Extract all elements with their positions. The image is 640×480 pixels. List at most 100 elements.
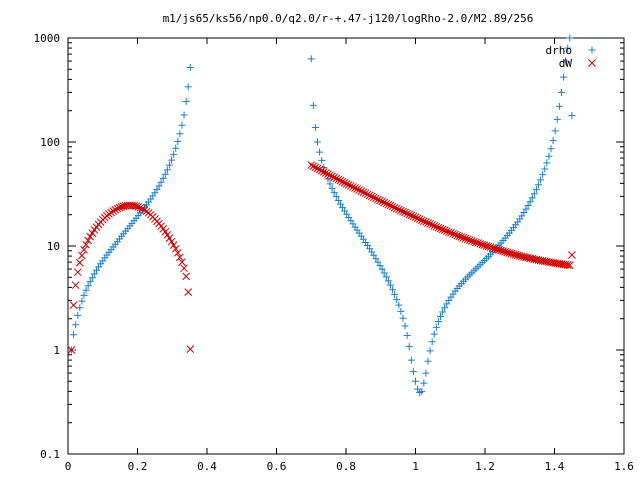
data-point xyxy=(436,224,445,233)
data-point xyxy=(165,161,173,169)
data-point xyxy=(432,222,441,231)
data-point xyxy=(174,138,182,146)
data-point xyxy=(167,237,176,246)
y-tick-label: 1000 xyxy=(34,32,61,45)
data-point xyxy=(376,196,384,205)
data-point xyxy=(134,202,143,211)
data-point xyxy=(397,307,405,315)
x-tick-label: 0.8 xyxy=(336,460,356,473)
data-point xyxy=(459,233,468,242)
data-point xyxy=(391,290,399,298)
data-point xyxy=(67,346,76,354)
data-point xyxy=(311,163,320,172)
y-tick-label: 10 xyxy=(47,240,60,253)
data-point xyxy=(168,156,176,164)
data-point xyxy=(182,272,191,281)
data-point xyxy=(465,236,474,244)
data-point xyxy=(71,281,80,290)
data-point xyxy=(330,189,338,197)
legend-marker xyxy=(588,59,596,67)
data-point xyxy=(380,198,389,207)
data-point xyxy=(349,183,357,191)
data-point xyxy=(86,232,95,241)
data-point xyxy=(420,379,428,387)
data-point xyxy=(75,258,84,267)
data-point xyxy=(382,273,390,281)
data-point xyxy=(560,73,568,81)
data-point xyxy=(403,209,412,218)
data-point xyxy=(553,115,561,123)
data-point xyxy=(565,261,574,270)
data-point xyxy=(537,176,545,184)
data-point xyxy=(547,145,555,153)
data-point xyxy=(415,215,424,224)
data-point xyxy=(417,216,426,225)
data-point xyxy=(457,233,466,241)
data-point xyxy=(455,232,464,241)
data-point xyxy=(499,247,507,256)
x-tick-label: 1.6 xyxy=(614,460,634,473)
data-point xyxy=(445,228,453,236)
data-point xyxy=(439,308,447,316)
data-point xyxy=(470,237,478,246)
data-point xyxy=(413,214,422,223)
series-dW xyxy=(67,161,576,354)
data-point xyxy=(528,194,536,202)
data-point xyxy=(76,304,84,312)
data-point xyxy=(314,138,322,146)
data-point xyxy=(82,240,90,249)
data-point xyxy=(347,182,355,190)
data-point xyxy=(170,150,178,158)
data-point xyxy=(405,210,414,219)
x-tick-label: 1 xyxy=(412,460,419,473)
data-point xyxy=(503,248,512,257)
data-point xyxy=(562,57,570,65)
data-point xyxy=(530,190,538,198)
data-point xyxy=(390,203,399,212)
data-point xyxy=(115,203,124,212)
data-point xyxy=(309,162,318,171)
data-point xyxy=(551,127,559,135)
x-tick-label: 1.4 xyxy=(545,460,565,473)
data-point xyxy=(309,101,317,109)
data-point xyxy=(566,34,574,42)
data-point xyxy=(82,286,90,294)
data-point xyxy=(84,282,92,290)
data-point xyxy=(157,178,165,186)
data-point xyxy=(328,172,336,181)
data-point xyxy=(336,176,345,185)
data-point xyxy=(386,201,395,210)
y-tick-label: 0.1 xyxy=(40,448,60,461)
data-point xyxy=(432,323,440,331)
data-point xyxy=(438,225,447,234)
data-point xyxy=(418,387,426,395)
data-point xyxy=(419,217,428,226)
data-point xyxy=(543,159,551,167)
data-point xyxy=(395,301,403,309)
data-point xyxy=(78,297,86,305)
data-point xyxy=(382,199,391,208)
series-drho xyxy=(67,34,576,397)
data-point xyxy=(324,170,332,178)
data-point xyxy=(394,205,403,214)
data-point xyxy=(478,240,487,249)
data-point xyxy=(336,200,344,208)
data-point xyxy=(426,347,434,355)
data-point xyxy=(568,111,576,119)
data-point xyxy=(568,251,576,259)
data-point xyxy=(342,179,351,188)
data-point xyxy=(311,123,319,131)
data-point xyxy=(363,190,372,199)
data-point xyxy=(332,174,341,183)
data-point xyxy=(476,239,484,248)
data-point xyxy=(564,44,572,52)
data-point xyxy=(453,231,462,240)
plot-frame xyxy=(67,37,625,455)
data-point xyxy=(367,192,376,201)
data-point xyxy=(307,55,315,63)
data-point xyxy=(344,181,353,189)
data-point xyxy=(492,245,501,254)
data-point xyxy=(84,236,93,245)
data-point xyxy=(422,369,430,377)
